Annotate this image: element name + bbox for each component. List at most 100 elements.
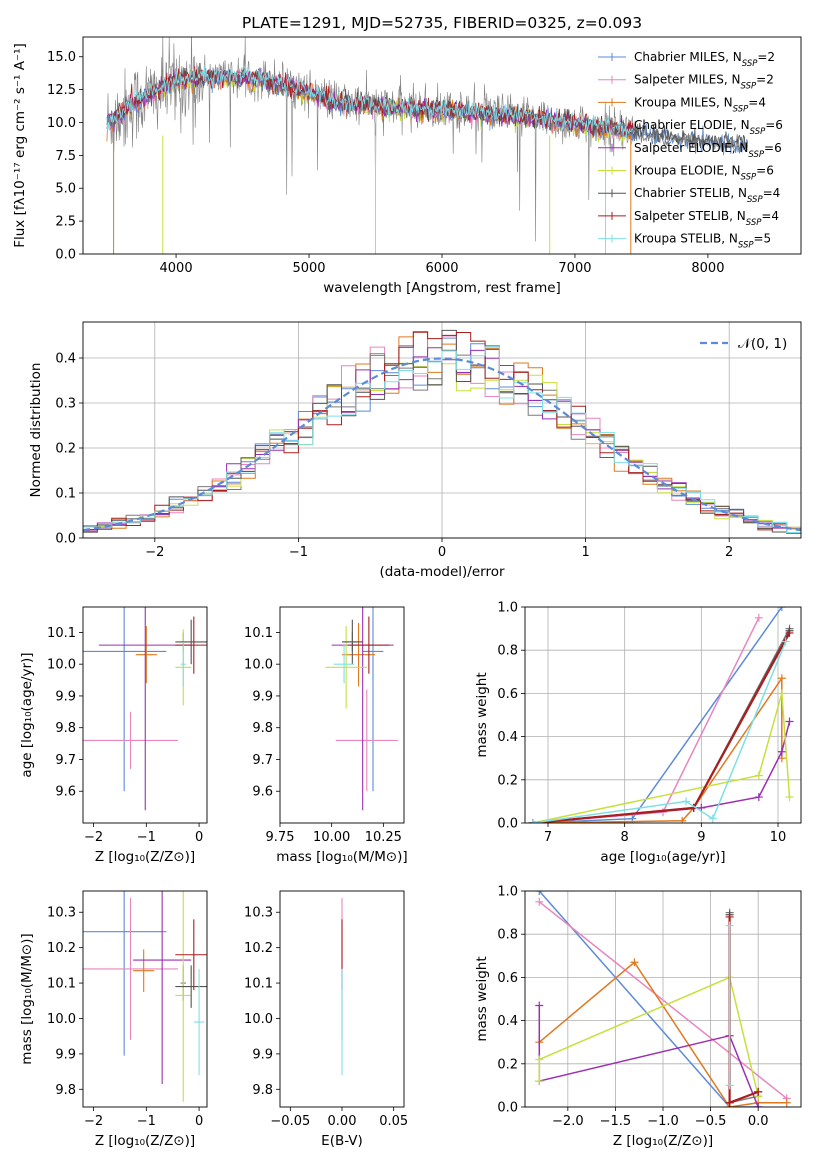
errorbar-cs — [175, 619, 207, 665]
y-tick-label: 10.0 — [244, 658, 273, 673]
x-tick-label: 8000 — [691, 261, 724, 276]
marker-ss — [725, 912, 734, 921]
errorbar-ke — [175, 891, 192, 1102]
errorbar-ks — [333, 645, 355, 684]
panel-age_vs_Z: −2 −1 0 9.6 9.7 9.8 9.9 10.0 10.1 Z [log₁₀(Z/Z⊙)]… — [19, 606, 208, 865]
marker-cm — [535, 891, 544, 895]
plot-area-weight_vs_Z — [525, 891, 801, 1107]
axes-residuals: −2 −1 0 1 2 0.0 0.1 0.2 0.3 0.4 (data-model)/error… — [28, 321, 802, 580]
panel-spectrum: 4000 5000 6000 7000 8000 0.0 2.5 5.0 7.5 10.0 12.5… — [12, 14, 802, 296]
axes-weight_vs_Z: −2.0 −1.5 −1.0 −0.5 0.0 0.0 0.2 0.4 0.6 0.8 1.0 Z [… — [474, 885, 802, 1149]
errorbar-ke — [325, 626, 367, 709]
marker-ke — [754, 771, 763, 780]
x-tick-label: 1 — [581, 545, 589, 560]
y-tick-label: 12.5 — [47, 83, 76, 98]
y-tick-label: 9.9 — [55, 1047, 76, 1062]
x-tick-label: −2 — [84, 830, 103, 845]
y-tick-label: 0.2 — [55, 442, 76, 457]
y-tick-label: 10.1 — [244, 977, 273, 992]
x-tick-label: −1 — [137, 1114, 156, 1129]
legend-label-cs: Chabrier STELIB, NSSP=4 — [634, 186, 780, 205]
marker-ks — [682, 797, 690, 806]
axes-frame — [524, 606, 802, 824]
x-tick-label: 0.00 — [328, 1114, 357, 1129]
x-axis-label: E(B-V) — [321, 1133, 363, 1149]
errorbar-cm — [362, 607, 384, 792]
legend-spectrum: Chabrier MILES, NSSP=2 Salpeter MILES, NS… — [598, 50, 783, 251]
y-tick-label: 0.4 — [497, 730, 518, 745]
marker-ke — [777, 689, 786, 698]
marker-ke — [535, 1055, 544, 1064]
panel-age_vs_mass: 9.75 10.00 10.25 9.6 9.7 9.8 9.9 10.0 10.1 mass [… — [244, 606, 408, 865]
legend-label-cm: Chabrier MILES, NSSP=2 — [634, 50, 775, 69]
legend-label-ks: Kroupa STELIB, NSSP=5 — [634, 232, 771, 251]
y-tick-label: 0.4 — [55, 352, 76, 367]
y-tick-label: 2.5 — [55, 215, 76, 230]
x-tick-label: 0.05 — [379, 1114, 408, 1129]
weight-line-cs — [728, 914, 759, 1104]
errorbar-cs — [175, 965, 207, 1008]
x-tick-label: 0.0 — [748, 1114, 769, 1129]
y-tick-label: 0.6 — [497, 971, 518, 986]
y-tick-label: 1.0 — [497, 601, 518, 616]
y-tick-label: 9.8 — [252, 721, 273, 736]
marker-km — [777, 674, 786, 683]
marker-ke — [535, 1077, 544, 1086]
chart-title: PLATE=1291, MJD=52735, FIBERID=0325, z=0… — [242, 14, 642, 32]
y-tick-label: 10.3 — [244, 906, 273, 921]
weight-line-ke — [538, 976, 759, 1097]
x-tick-label: 4000 — [160, 261, 193, 276]
marker-se — [754, 793, 763, 802]
x-tick-label: 10 — [770, 830, 787, 845]
axes-mass_vs_EBV: −0.05 0.00 0.05 9.8 9.9 10.0 10.1 10.2 10.3 E(B-V… — [244, 890, 408, 1149]
legend-label-km: Kroupa MILES, NSSP=4 — [634, 95, 766, 114]
axes-frame — [82, 321, 802, 539]
panel-weight_vs_Z: −2.0 −1.5 −1.0 −0.5 0.0 0.0 0.2 0.4 0.6 0.8 1.0 Z [… — [474, 885, 802, 1149]
marker-se — [754, 1103, 763, 1107]
axes-frame — [279, 890, 405, 1108]
y-tick-label: 9.6 — [252, 785, 273, 800]
weight-line-se — [538, 1005, 759, 1107]
x-tick-label: −2 — [145, 545, 164, 560]
x-tick-label: −1 — [289, 545, 308, 560]
x-tick-label: −0.05 — [270, 1114, 310, 1129]
errorbar-cm — [83, 607, 167, 792]
y-tick-label: 10.1 — [47, 626, 76, 641]
y-tick-label: 0.6 — [497, 687, 518, 702]
y-tick-label: 0.3 — [55, 397, 76, 412]
y-tick-label: 10.0 — [244, 1012, 273, 1027]
weight-line-km — [532, 675, 783, 823]
weight-line-ks — [532, 641, 787, 823]
y-tick-label: 9.7 — [55, 753, 76, 768]
x-tick-label: −1.0 — [647, 1114, 679, 1129]
y-axis-label: mass weight — [474, 956, 490, 1041]
marker-ss — [725, 1098, 734, 1107]
y-tick-label: 7.5 — [55, 149, 76, 164]
errorbar-km — [342, 622, 376, 687]
axes-frame — [82, 890, 208, 1108]
x-tick-label: −2 — [84, 1114, 103, 1129]
x-tick-label: −1.5 — [600, 1114, 632, 1129]
axes-weight_vs_age: 7 8 9 10 0.0 0.2 0.4 0.6 0.8 1.0 age [log₁₀(age/yr… — [474, 601, 802, 865]
x-tick-label: 7 — [544, 830, 552, 845]
x-axis-label: Z [log₁₀(Z/Z⊙)] — [95, 849, 195, 865]
errorbar-se — [133, 891, 192, 1084]
y-tick-label: 9.8 — [55, 1083, 76, 1098]
axes-frame — [82, 606, 208, 824]
errorbar-ks — [180, 641, 186, 687]
y-tick-label: 10.3 — [47, 906, 76, 921]
legend-label-sm: Salpeter MILES, NSSP=2 — [634, 73, 774, 92]
y-tick-label: 0.8 — [497, 644, 518, 659]
y-tick-label: 0.8 — [497, 928, 518, 943]
axes-frame — [279, 606, 405, 824]
y-tick-label: 0.1 — [55, 487, 76, 502]
errorbar-sm — [83, 711, 178, 769]
weight-line-km — [538, 961, 787, 1107]
panel-residuals: −2 −1 0 1 2 0.0 0.1 0.2 0.3 0.4 (data-model)/error… — [28, 321, 802, 580]
y-tick-label: 10.0 — [47, 658, 76, 673]
y-axis-label: Flux [fλ10⁻¹⁷ erg cm⁻² s⁻¹ A⁻¹] — [12, 43, 28, 248]
x-tick-label: 0 — [195, 830, 203, 845]
x-tick-label: 2 — [725, 545, 733, 560]
y-axis-label: mass weight — [474, 672, 490, 757]
marker-ks — [725, 1081, 734, 1090]
